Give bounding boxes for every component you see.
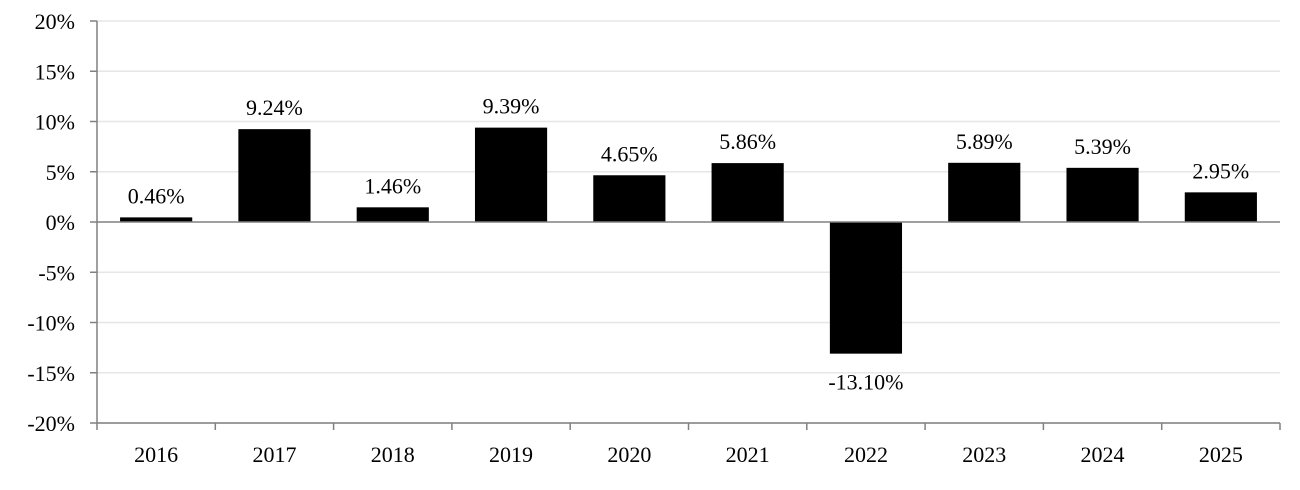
data-label-2016: 0.46%: [128, 183, 185, 208]
x-tick-label-2018: 2018: [371, 442, 415, 467]
bar-2022: [829, 222, 903, 354]
y-tick-label: -5%: [38, 260, 75, 285]
y-tick-label: 15%: [35, 59, 75, 84]
axes: [96, 21, 1280, 424]
x-tick-label-2024: 2024: [1081, 442, 1125, 467]
data-label-2020: 4.65%: [601, 141, 658, 166]
data-label-2025: 2.95%: [1192, 158, 1249, 183]
bar-2023: [948, 162, 1021, 222]
y-tick-label: 20%: [35, 9, 75, 34]
bar-2016: [120, 217, 193, 222]
bar-2019: [474, 127, 548, 222]
data-label-2019: 9.39%: [483, 94, 540, 119]
bar-2017: [238, 129, 311, 222]
bar-2024: [1066, 167, 1139, 222]
bar-2021: [711, 163, 784, 222]
x-tick-label-2023: 2023: [962, 442, 1006, 467]
bar-2025: [1184, 192, 1257, 222]
bar-2020: [593, 175, 666, 222]
data-label-2023: 5.89%: [956, 129, 1013, 154]
x-tick-label-2020: 2020: [607, 442, 651, 467]
y-tick-label: 10%: [35, 110, 75, 135]
x-axis-ticks: 2016 2017 2018 2019 2020 2021 2022 2023 2024 2025: [96, 423, 1281, 467]
y-axis-ticks: 20% 15% 10% 5% 0% -5% -10% -15% -20%: [27, 9, 97, 436]
data-label-2022: -13.10%: [828, 370, 903, 395]
x-tick-label-2019: 2019: [489, 442, 533, 467]
data-label-2021: 5.86%: [719, 129, 776, 154]
x-tick-label-2021: 2021: [726, 442, 770, 467]
y-tick-label: -10%: [27, 311, 75, 336]
y-tick-label: 0%: [46, 210, 75, 235]
bars: [120, 127, 1257, 354]
x-tick-label-2016: 2016: [134, 442, 178, 467]
data-label-2024: 5.39%: [1074, 134, 1131, 159]
y-tick-label: -20%: [27, 411, 75, 436]
y-tick-label: 5%: [46, 160, 75, 185]
x-tick-label-2025: 2025: [1199, 442, 1243, 467]
data-label-2017: 9.24%: [246, 95, 303, 120]
data-label-2018: 1.46%: [364, 173, 421, 198]
x-tick-label-2022: 2022: [844, 442, 888, 467]
x-tick-label-2017: 2017: [252, 442, 296, 467]
bar-2018: [356, 207, 429, 222]
data-labels: 0.46% 9.24% 1.46% 9.39% 4.65% 5.86% -13.10% 5.8…: [128, 94, 1250, 395]
y-tick-label: -15%: [27, 361, 75, 386]
